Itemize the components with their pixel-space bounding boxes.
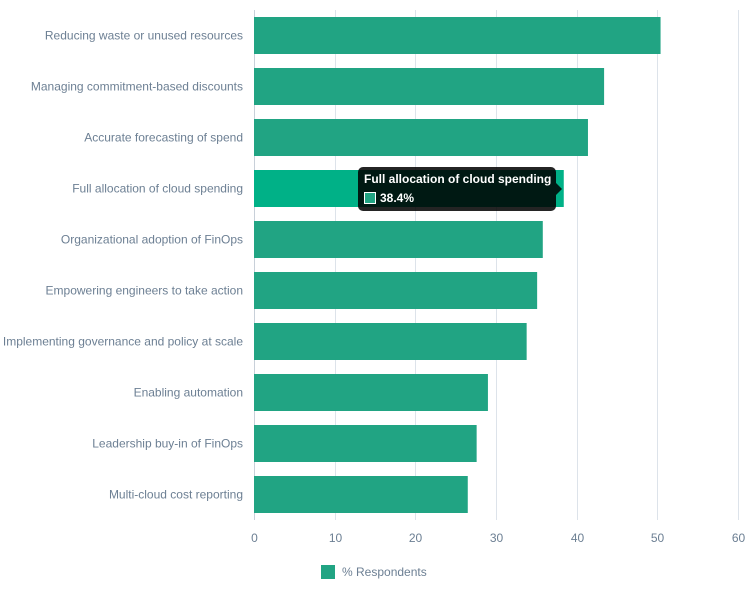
category-label: Enabling automation [134, 386, 243, 400]
bar[interactable] [254, 17, 661, 54]
category-label: Managing commitment-based discounts [31, 80, 243, 94]
tooltip-row: 38.4% [364, 191, 550, 205]
category-label: Accurate forecasting of spend [84, 131, 243, 145]
tooltip-swatch [364, 192, 376, 204]
bar[interactable] [254, 68, 605, 105]
category-labels: Reducing waste or unused resources Managi… [3, 29, 243, 502]
x-axis-ticks: 0 10 20 30 40 50 60 [251, 531, 745, 545]
bar[interactable] [254, 374, 488, 411]
x-tick-label: 30 [490, 531, 504, 545]
x-tick-label: 60 [732, 531, 746, 545]
bar[interactable] [254, 425, 477, 462]
x-tick-label: 50 [651, 531, 665, 545]
category-label: Leadership buy-in of FinOps [92, 437, 243, 451]
bar[interactable] [254, 476, 468, 513]
bar[interactable] [254, 221, 543, 258]
x-tick-label: 10 [329, 531, 343, 545]
category-label: Organizational adoption of FinOps [61, 233, 243, 247]
bar[interactable] [254, 272, 538, 309]
category-label: Full allocation of cloud spending [72, 182, 243, 196]
x-tick-label: 0 [251, 531, 258, 545]
tooltip-title: Full allocation of cloud spending [364, 172, 552, 186]
x-tick-label: 20 [409, 531, 423, 545]
bar[interactable] [254, 119, 588, 156]
category-label: Empowering engineers to take action [46, 284, 243, 298]
legend-swatch [321, 565, 335, 579]
legend[interactable]: % Respondents [321, 563, 427, 581]
legend-label: % Respondents [342, 565, 427, 579]
tooltip: Full allocation of cloud spending 38.4% [358, 167, 562, 211]
tooltip-value: 38.4% [380, 191, 415, 205]
x-tick-label: 40 [571, 531, 585, 545]
bars [254, 17, 661, 513]
category-label: Reducing waste or unused resources [45, 29, 243, 43]
category-label: Implementing governance and policy at sc… [3, 335, 243, 349]
category-label: Multi-cloud cost reporting [109, 488, 243, 502]
bar[interactable] [254, 323, 527, 360]
